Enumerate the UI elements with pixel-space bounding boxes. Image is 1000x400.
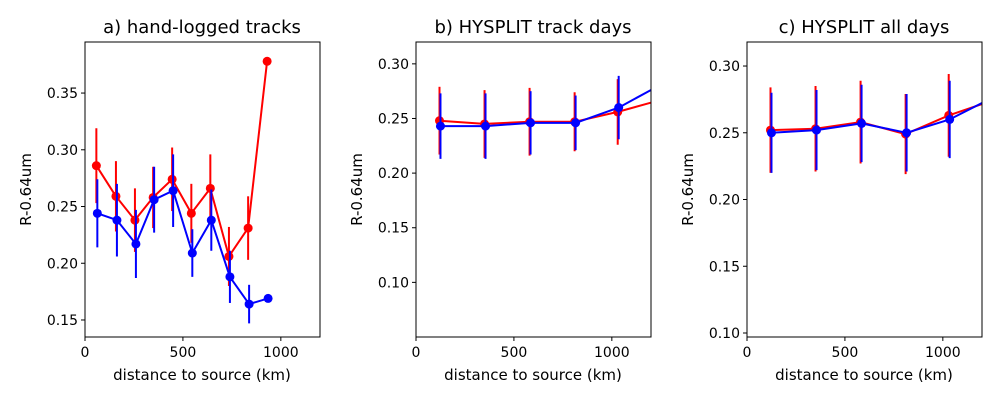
panel-b-series-blue <box>435 75 651 159</box>
panel-a-x-axis-label: distance to source (km) <box>113 366 291 384</box>
panel-a-y-tick-label: 0.30 <box>47 143 78 159</box>
panel-b-blue-point <box>435 121 445 131</box>
panel-c-x-tick-label: 1000 <box>925 345 961 361</box>
panel-b-frame <box>415 41 652 338</box>
panel-a-y-tick-label: 0.25 <box>47 200 78 216</box>
panel-c-y-tick-label: 0.10 <box>709 326 740 342</box>
panel-b-x-tick-label: 500 <box>501 345 528 361</box>
panel-c-y-axis-label: R-0.64um <box>679 153 697 226</box>
panel-c-x-ticks: 0 500 1000 <box>743 337 961 361</box>
panel-a-blue-point <box>131 239 141 249</box>
panel-a-blue-point <box>112 215 122 225</box>
panel-a-red-point <box>243 223 253 233</box>
panel-a-blue-point <box>225 272 235 282</box>
panel-b-blue-point <box>481 121 491 131</box>
panel-b-x-tick-label: 1000 <box>594 345 630 361</box>
panel-a-red-line <box>95 61 269 258</box>
panel-b-red-line <box>439 101 651 125</box>
panel-a-blue-point <box>168 186 178 196</box>
panel-a-y-ticks: 0.15 0.20 0.25 0.30 0.35 <box>47 86 85 329</box>
panel-b: b) HYSPLIT track days 0 500 1000 0.100.150… <box>348 17 652 384</box>
panel-a-blue-point <box>149 195 159 205</box>
panel-a-y-axis-label: R-0.64um <box>17 153 35 226</box>
panel-c-blue-point <box>857 118 867 128</box>
panel-c: c) HYSPLIT all days 0 500 1000 0.10 0.15 0.2… <box>679 17 983 384</box>
panel-b-y-ticks: 0.10 0.15 0.20 0.25 0.30 <box>378 57 416 291</box>
panel-c-y-ticks: 0.10 0.15 0.20 0.25 0.30 <box>709 59 747 342</box>
panel-a-blue-point <box>206 215 216 225</box>
panel-b-y-tick-label: 0.20 <box>378 166 409 182</box>
panel-b-x-axis-label: distance to source (km) <box>444 366 622 384</box>
panel-b-title: b) HYSPLIT track days <box>434 17 631 38</box>
panel-a-y-tick-label: 0.35 <box>47 86 78 102</box>
panel-a-blue-line <box>96 189 269 306</box>
panel-b-y-tick-label: 0.15 <box>378 221 409 237</box>
panel-a-blue-point <box>187 248 197 258</box>
panel-b-x-ticks: 0 500 1000 <box>412 337 630 361</box>
panel-a-x-tick-label: 0 <box>81 345 90 361</box>
panel-c-series-blue <box>766 80 982 173</box>
panel-b-blue-point <box>526 118 536 128</box>
panel-c-blue-point <box>945 114 955 124</box>
panel-a-plot <box>91 56 273 324</box>
panel-a-blue-point <box>244 299 254 309</box>
panel-b-y-tick-label: 0.30 <box>378 57 409 73</box>
panel-c-plot <box>766 74 982 175</box>
panel-a-red-point <box>91 161 101 171</box>
panel-a-series-blue <box>92 154 273 324</box>
panel-c-y-tick-label: 0.20 <box>709 193 740 209</box>
panel-c-blue-line <box>771 101 982 134</box>
panel-b-blue-point <box>614 103 624 113</box>
panel-c-title: c) HYSPLIT all days <box>779 17 950 38</box>
panel-c-y-tick-label: 0.30 <box>709 59 740 75</box>
panel-b-blue-point <box>571 118 581 128</box>
panel-a-red-point <box>186 208 196 218</box>
panel-a-title: a) hand-logged tracks <box>103 17 301 38</box>
panel-a-y-tick-label: 0.15 <box>47 313 78 329</box>
panel-a-x-tick-label: 1000 <box>263 345 299 361</box>
panel-b-blue-line <box>440 88 651 128</box>
panel-c-x-tick-label: 0 <box>743 345 752 361</box>
panel-c-blue-point <box>812 125 822 135</box>
panel-a-red-point <box>205 183 215 193</box>
panel-c-y-tick-label: 0.25 <box>709 126 740 142</box>
panel-c-blue-point <box>766 128 776 138</box>
panel-a-blue-point <box>263 293 273 303</box>
panel-a-x-ticks: 0 500 1000 <box>81 337 299 361</box>
panel-c-x-tick-label: 500 <box>832 345 859 361</box>
panel-a-blue-point <box>92 208 102 218</box>
panel-b-plot <box>435 75 651 159</box>
panel-a-frame <box>84 41 321 338</box>
panel-c-x-axis-label: distance to source (km) <box>775 366 953 384</box>
panel-b-y-tick-label: 0.25 <box>378 111 409 127</box>
panel-b-y-tick-label: 0.10 <box>378 275 409 291</box>
panel-c-blue-point <box>902 128 912 138</box>
panel-a-y-tick-label: 0.20 <box>47 256 78 272</box>
panel-a-x-tick-label: 500 <box>170 345 197 361</box>
panel-a-series-red <box>91 56 272 286</box>
panel-b-y-axis-label: R-0.64um <box>348 153 366 226</box>
panel-c-frame <box>746 41 983 338</box>
panel-a-red-point <box>262 56 272 66</box>
panel-c-y-tick-label: 0.15 <box>709 259 740 275</box>
panel-b-x-tick-label: 0 <box>412 345 421 361</box>
panel-a: a) hand-logged tracks 0 500 1000 0.150.200… <box>17 17 321 384</box>
